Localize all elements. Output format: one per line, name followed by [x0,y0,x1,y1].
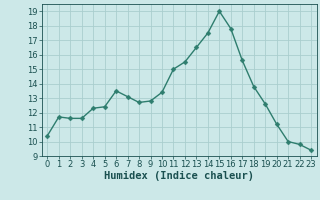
X-axis label: Humidex (Indice chaleur): Humidex (Indice chaleur) [104,171,254,181]
